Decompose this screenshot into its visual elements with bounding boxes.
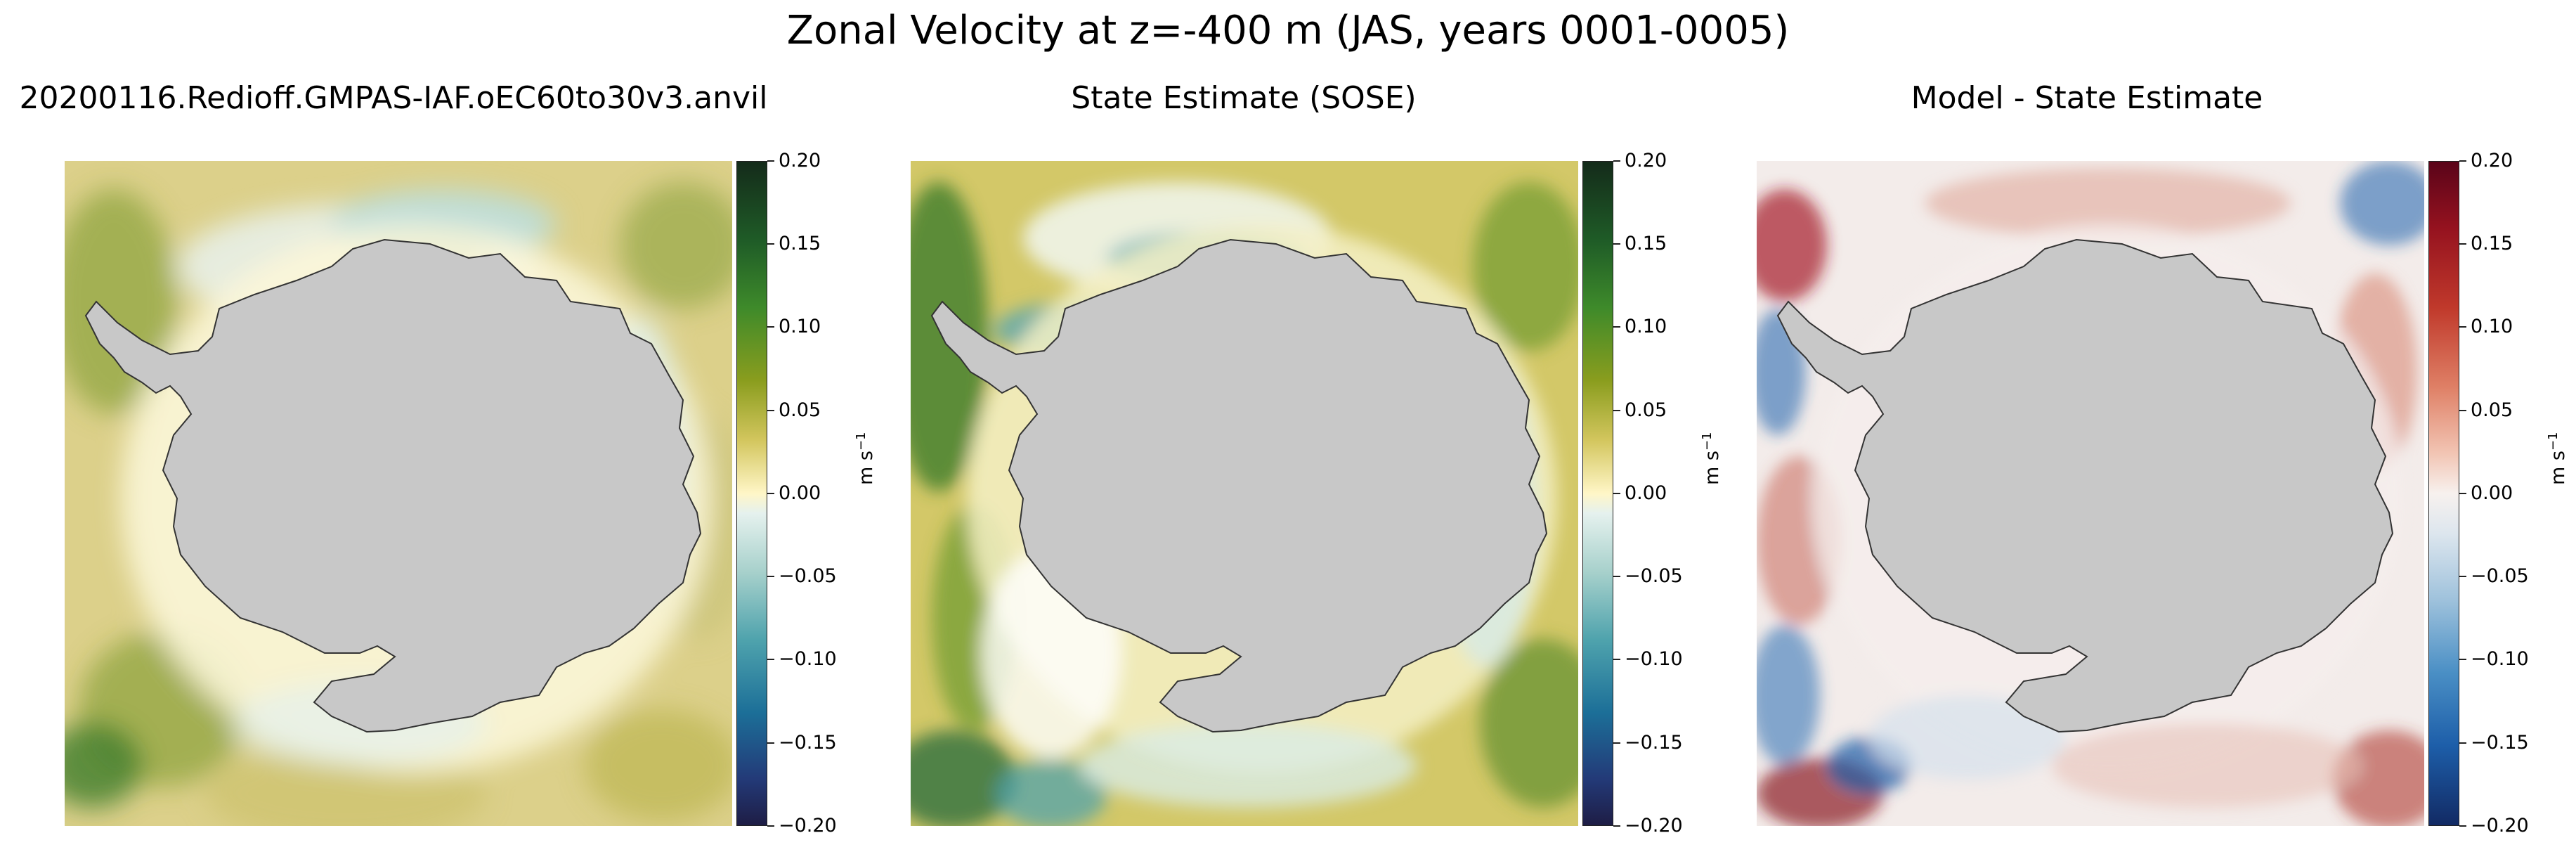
tick-label: 0.15 xyxy=(2471,233,2513,254)
tick-label: 0.20 xyxy=(779,150,821,172)
tick-label: −0.15 xyxy=(2471,732,2529,754)
tick-label: −0.20 xyxy=(1625,815,1683,837)
tick-label: 0.15 xyxy=(779,233,821,254)
tick-label: −0.20 xyxy=(779,815,837,837)
panel-title-model: 20200116.Redioff.GMPAS-IAF.oEC60to30v3.a… xyxy=(19,80,768,116)
antarctica-landmass xyxy=(930,238,1548,733)
tick-label: −0.15 xyxy=(1625,732,1683,754)
colorbar-unit-label: m s−1 xyxy=(854,432,877,486)
colorbar-difference xyxy=(2428,161,2459,826)
tick-label: −0.20 xyxy=(2471,815,2529,837)
tick-label: 0.00 xyxy=(779,482,821,504)
tick-label: 0.05 xyxy=(779,399,821,421)
tick-label: 0.10 xyxy=(2471,316,2513,337)
map-model xyxy=(65,161,732,826)
colorbar-ticks-state-estimate: 0.20 0.15 0.10 0.05 0.00 −0.05 −0.10 −0.… xyxy=(1613,150,1698,837)
colorbar-ticks-difference: 0.20 0.15 0.10 0.05 0.00 −0.05 −0.10 −0.… xyxy=(2459,150,2544,837)
colorbar-unit-label: m s−1 xyxy=(2546,432,2569,486)
colorbar-ticks-model: 0.20 0.15 0.10 0.05 0.00 −0.05 −0.10 −0.… xyxy=(767,150,852,837)
tick-label: 0.10 xyxy=(779,316,821,337)
tick-label: −0.05 xyxy=(2471,565,2529,587)
tick-label: −0.05 xyxy=(1625,565,1683,587)
antarctica-landmass xyxy=(1776,238,2394,733)
panel-title-state-estimate: State Estimate (SOSE) xyxy=(1071,80,1417,116)
tick-label: 0.05 xyxy=(1625,399,1667,421)
tick-label: 0.00 xyxy=(1625,482,1667,504)
colorbar-unit-label: m s−1 xyxy=(1700,432,1723,486)
tick-label: −0.15 xyxy=(779,732,837,754)
tick-label: −0.10 xyxy=(2471,648,2529,670)
tick-label: 0.20 xyxy=(1625,150,1667,172)
tick-label: 0.15 xyxy=(1625,233,1667,254)
antarctica-landmass xyxy=(84,238,702,733)
tick-label: −0.05 xyxy=(779,565,837,587)
colorbar-model xyxy=(736,161,767,826)
tick-label: −0.10 xyxy=(1625,648,1683,670)
panel-title-difference: Model - State Estimate xyxy=(1911,80,2263,116)
tick-label: 0.20 xyxy=(2471,150,2513,172)
map-difference xyxy=(1757,161,2424,826)
tick-label: 0.05 xyxy=(2471,399,2513,421)
tick-label: 0.00 xyxy=(2471,482,2513,504)
tick-label: 0.10 xyxy=(1625,316,1667,337)
colorbar-state-estimate xyxy=(1582,161,1613,826)
tick-label: −0.10 xyxy=(779,648,837,670)
figure-title: Zonal Velocity at z=-400 m (JAS, years 0… xyxy=(786,8,1790,53)
map-state-estimate xyxy=(911,161,1578,826)
